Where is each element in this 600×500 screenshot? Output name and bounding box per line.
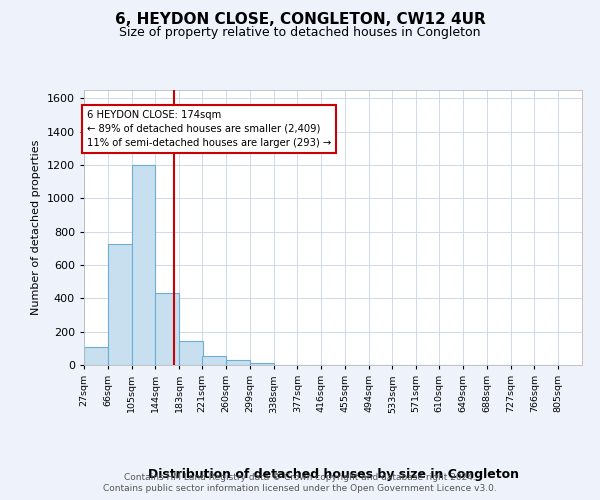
- Text: Contains HM Land Registry data © Crown copyright and database right 2024.: Contains HM Land Registry data © Crown c…: [124, 472, 476, 482]
- Bar: [108, 244, 131, 365]
- Text: 6 HEYDON CLOSE: 174sqm
← 89% of detached houses are smaller (2,409)
11% of semi-: 6 HEYDON CLOSE: 174sqm ← 89% of detached…: [87, 110, 331, 148]
- Bar: [84, 346, 108, 365]
- Text: Contains public sector information licensed under the Open Government Licence v3: Contains public sector information licen…: [103, 484, 497, 493]
- Bar: [179, 341, 203, 365]
- Bar: [131, 165, 155, 365]
- Text: Size of property relative to detached houses in Congleton: Size of property relative to detached ho…: [119, 26, 481, 39]
- Bar: [202, 356, 226, 365]
- Y-axis label: Number of detached properties: Number of detached properties: [31, 140, 41, 315]
- X-axis label: Distribution of detached houses by size in Congleton: Distribution of detached houses by size …: [148, 468, 518, 481]
- Bar: [250, 363, 274, 365]
- Bar: [155, 294, 179, 365]
- Text: 6, HEYDON CLOSE, CONGLETON, CW12 4UR: 6, HEYDON CLOSE, CONGLETON, CW12 4UR: [115, 12, 485, 28]
- Bar: [226, 360, 250, 365]
